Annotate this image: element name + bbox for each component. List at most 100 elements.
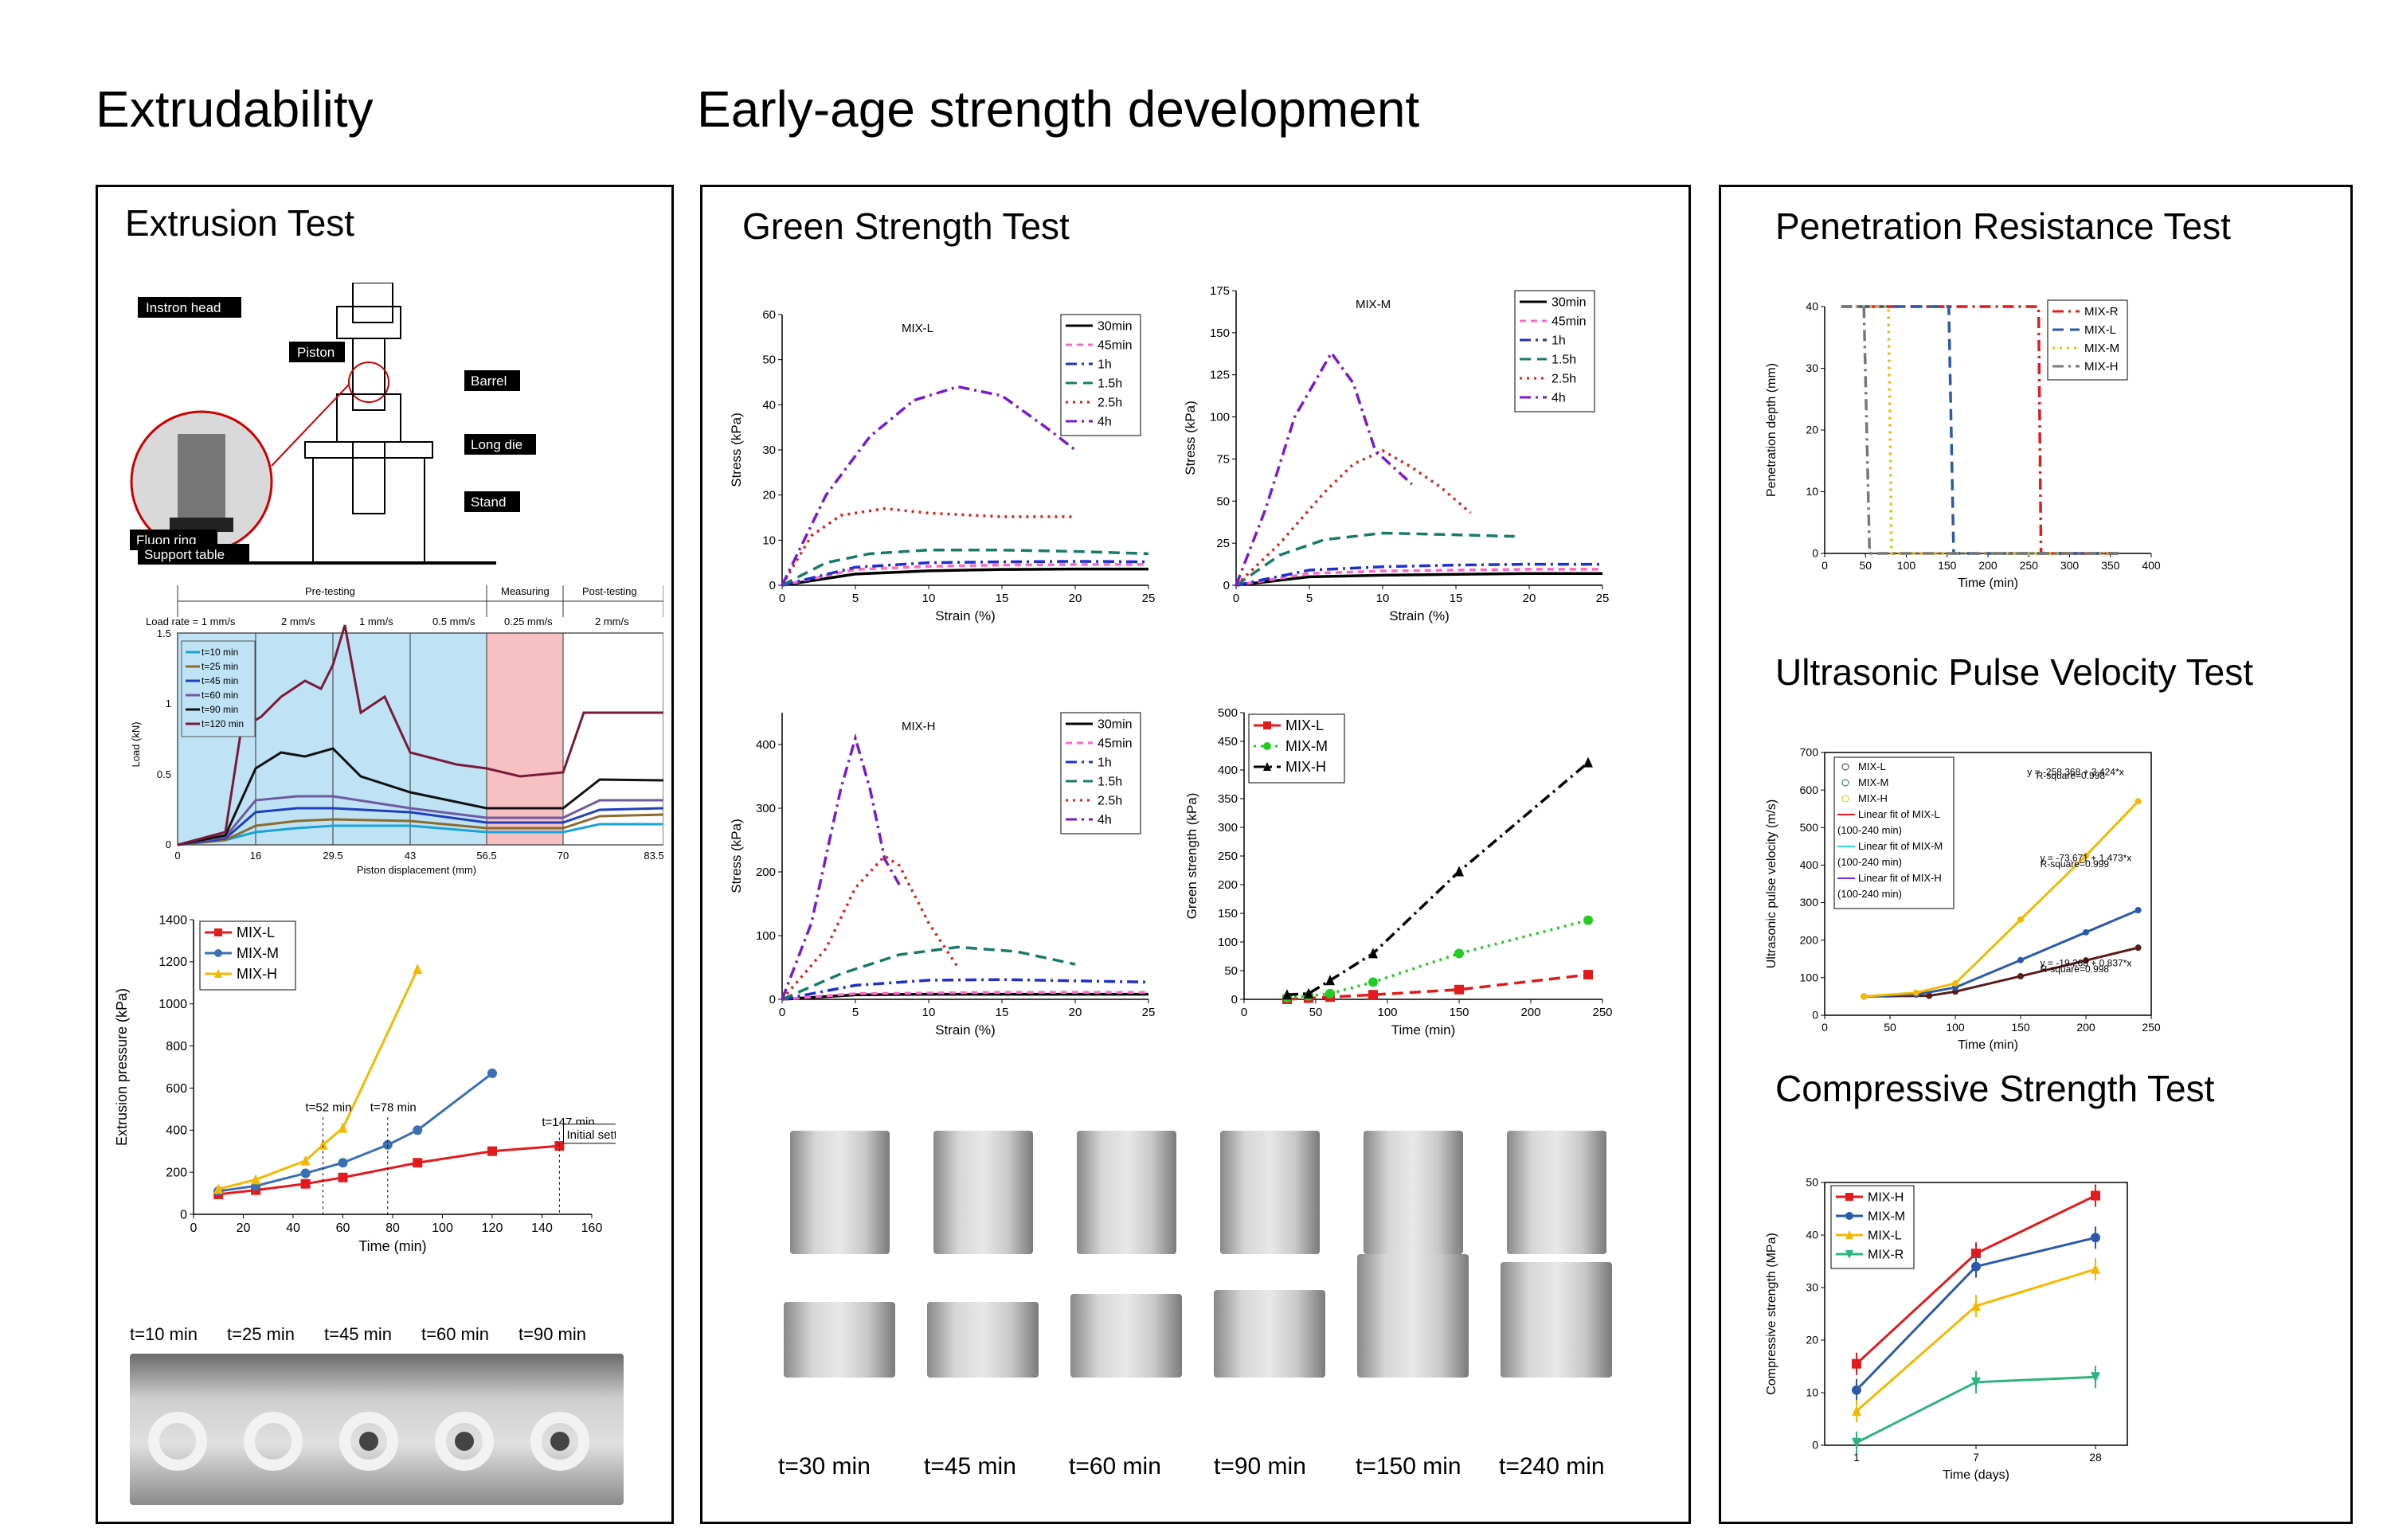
legend-label: 2.5h: [1551, 372, 1576, 385]
green-photo-label: t=45 min: [924, 1453, 1016, 1479]
series-line-4h: [781, 733, 901, 1000]
y-tick-label: 0: [1223, 579, 1230, 592]
y-tick-label: 10: [1806, 1386, 1818, 1399]
legend-label: MIX-H: [1285, 759, 1326, 775]
panel-title-compressive: Compressive Strength Test: [1775, 1068, 2215, 1109]
load-xtick: 43: [405, 850, 416, 862]
load-xtick: 83.5: [644, 850, 663, 862]
legend-label: 30min: [1551, 295, 1587, 309]
load-ytick: 1.5: [157, 627, 171, 639]
y-tick-label: 50: [762, 354, 776, 367]
y-tick-label: 200: [166, 1166, 187, 1179]
x-tick-label: 200: [2076, 1021, 2095, 1034]
data-point: [2017, 972, 2024, 979]
y-tick-label: 150: [1210, 326, 1230, 340]
legend-label: 30min: [1098, 319, 1133, 333]
x-tick-label: 1: [1853, 1451, 1860, 1464]
data-point: [1845, 1250, 1853, 1259]
series-line-mix-r: [1841, 305, 2119, 555]
data-point: [338, 1172, 348, 1182]
y-tick-label: 1000: [158, 998, 187, 1011]
x-tick-label: 150: [1449, 1006, 1469, 1019]
green-strength-chart: 0 50 100 150 200 250 0 50 100 150 200 250 300 350 400 4…: [1184, 706, 1613, 1038]
x-tick-label: 0: [779, 592, 785, 605]
x-tick-label: 50: [1859, 559, 1872, 572]
label-barrel: Barrel: [471, 373, 507, 389]
phase-post-testing: Post-testing: [582, 585, 637, 597]
y-axis-label: Compressive strength (MPa): [1765, 1233, 1778, 1395]
series-line-4h: [781, 385, 1077, 586]
cylinder-photo-top: [933, 1131, 1033, 1254]
data-point: [487, 1146, 497, 1156]
y-tick-label: 500: [1800, 821, 1819, 834]
series-line-mix-h: [1864, 800, 2139, 998]
series-line-1h: [1235, 562, 1602, 587]
load-xtick: 16: [250, 850, 261, 862]
x-tick-label: 25: [1142, 1006, 1156, 1019]
x-tick-label: 120: [482, 1221, 503, 1235]
x-tick-label: 25: [1142, 592, 1156, 605]
data-point: [1454, 948, 1464, 959]
y-axis-label: Extrusion pressure (kPa): [114, 988, 130, 1146]
x-axis-label: Strain (%): [1389, 608, 1450, 623]
y-tick-label: 400: [756, 738, 776, 752]
legend-label: Linear fit of MIX-L: [1858, 808, 1940, 820]
data-point: [1852, 1437, 1861, 1448]
data-point: [1971, 1377, 1981, 1388]
data-point: [382, 1139, 393, 1150]
cylinder-photo-top: [1507, 1131, 1606, 1254]
x-tick-label: 140: [531, 1221, 553, 1235]
series-line-1h: [781, 560, 1149, 587]
green-photo-label: t=240 min: [1499, 1453, 1605, 1479]
load-legend: t=90 min: [202, 704, 238, 715]
legend-label: MIX-L: [1868, 1229, 1902, 1242]
legend-label: 2.5h: [1098, 794, 1122, 807]
x-tick-label: 200: [1978, 559, 1998, 572]
series-line-mix-m: [218, 1072, 493, 1193]
panel-title-upv: Ultrasonic Pulse Velocity Test: [1775, 651, 2253, 693]
data-point: [2017, 916, 2024, 923]
compressive-chart: 1 7 28 0 10 20 30 40 50 Time (days) Compressive st…: [1765, 1176, 2128, 1482]
y-tick-label: 100: [1210, 411, 1230, 424]
data-point: [2135, 944, 2142, 952]
x-tick-label: 10: [1376, 592, 1390, 605]
y-tick-label: 0: [1812, 1439, 1818, 1452]
x-tick-label: 100: [1377, 1006, 1397, 1019]
data-point: [300, 1178, 311, 1189]
x-tick-label: 20: [1523, 592, 1536, 605]
x-tick-label: 0: [1821, 559, 1828, 572]
data-point: [1971, 1300, 1981, 1311]
rate-label-4: 0.25 mm/s: [504, 616, 553, 627]
data-point: [1845, 1230, 1853, 1239]
annotation-label: t=78 min: [370, 1100, 417, 1114]
load-line-t60: [177, 795, 663, 846]
x-axis-label: Strain (%): [935, 608, 996, 623]
load-line-t10: [177, 823, 663, 846]
x-tick-label: 15: [996, 1006, 1009, 1019]
green-photo-label: t=60 min: [1069, 1453, 1161, 1479]
y-tick-label: 600: [1800, 784, 1819, 796]
load-legend: t=25 min: [202, 661, 238, 672]
panel-title-green: Green Strength Test: [742, 205, 1070, 247]
extrusion-photo: [130, 1354, 624, 1505]
x-tick-label: 25: [1596, 592, 1610, 605]
plot-frame: [1824, 752, 2152, 1016]
extrusion-photo-label: t=90 min: [518, 1324, 586, 1344]
legend-label: 2.5h: [1098, 396, 1122, 409]
legend-label: Linear fit of MIX-M: [1858, 840, 1943, 852]
legend-label: MIX-L: [1285, 717, 1324, 733]
y-axis-label: Stress (kPa): [729, 819, 744, 893]
x-tick-label: 300: [2060, 559, 2080, 572]
legend-label: MIX-H: [1858, 792, 1888, 804]
y-tick-label: 200: [756, 866, 776, 879]
legend-label: 1h: [1551, 334, 1566, 347]
series-line-mix-l: [218, 1144, 560, 1196]
series-line-30min: [781, 992, 1148, 1001]
x-tick-label: 5: [852, 592, 859, 605]
y-tick-label: 250: [1218, 850, 1238, 863]
y-tick-label: 0: [769, 579, 776, 592]
legend-label: MIX-M: [1858, 776, 1888, 788]
penetration-chart: 0 50 100 150 200 250 300 350 400 0 10 20 30 40 Time (m…: [1765, 299, 2161, 590]
y-tick-label: 125: [1210, 369, 1230, 382]
cylinder-photo-bottom: [1357, 1254, 1469, 1378]
